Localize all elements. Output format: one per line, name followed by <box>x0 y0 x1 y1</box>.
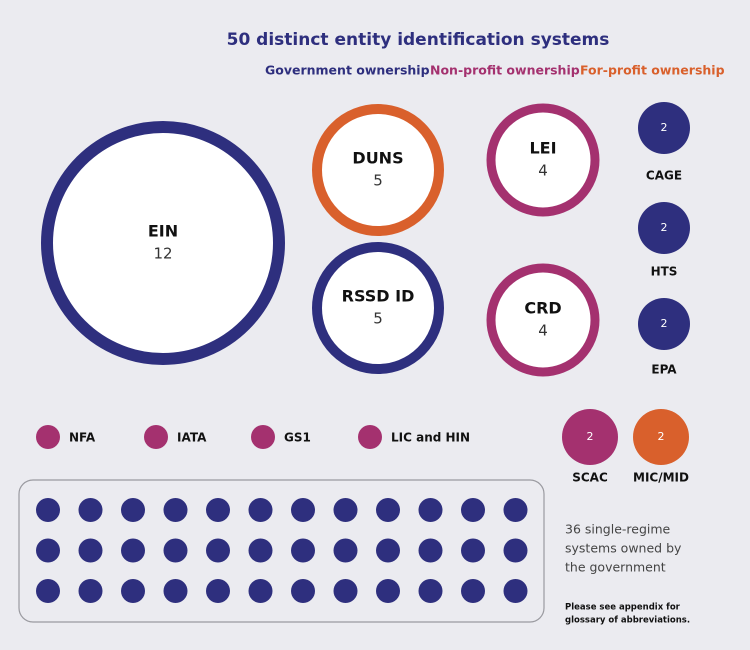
system-count: 2 <box>661 121 668 134</box>
note-line: the government <box>565 560 666 575</box>
system-count: 4 <box>538 162 548 180</box>
single-regime-dot <box>503 498 528 522</box>
system-name: MIC/MID <box>633 471 689 485</box>
single-regime-box <box>18 479 545 623</box>
ring <box>486 263 600 377</box>
single-regime-dot <box>78 498 103 522</box>
system-name: EPA <box>651 363 677 377</box>
ring <box>312 242 444 374</box>
single-regime-dot <box>503 538 528 563</box>
system-name: EIN <box>148 222 178 241</box>
legend-label: For-profit ownership <box>580 63 725 78</box>
system-count: 2 <box>661 317 668 330</box>
filled-circle <box>638 298 690 350</box>
single-regime-dot <box>503 579 528 603</box>
single-regime-dot <box>36 579 60 603</box>
small-dot <box>144 425 168 449</box>
legend-label: Non-profit ownership <box>430 63 580 78</box>
system-count: 5 <box>373 310 383 328</box>
filled-circle <box>638 202 690 254</box>
system-count: 4 <box>538 322 548 340</box>
small-dot <box>36 425 60 449</box>
single-regime-dot <box>418 538 443 563</box>
single-regime-dot <box>461 498 485 522</box>
single-regime-dot <box>248 538 273 563</box>
system-count: 2 <box>661 221 668 234</box>
appendix-line: Please see appendix for <box>565 603 681 613</box>
system-count: 2 <box>658 430 665 443</box>
legend-label: Government ownership <box>265 63 430 78</box>
system-count: 2 <box>587 430 594 443</box>
system-name: IATA <box>177 431 207 445</box>
appendix-line: glossary of abbreviations. <box>565 616 690 626</box>
single-regime-dot <box>163 498 188 522</box>
ring <box>312 104 444 236</box>
single-regime-dot <box>163 579 188 603</box>
ring <box>486 103 600 217</box>
single-regime-dot <box>248 579 273 603</box>
ring <box>41 121 285 365</box>
single-regime-dot <box>376 538 400 563</box>
single-regime-dot <box>121 538 145 563</box>
single-regime-dot <box>78 538 103 563</box>
filled-circle <box>633 409 689 465</box>
single-regime-dot <box>206 538 230 563</box>
single-regime-dot <box>291 498 315 522</box>
single-regime-dot <box>121 579 145 603</box>
small-dot <box>358 425 382 449</box>
system-name: NFA <box>69 431 96 445</box>
title: 50 distinct entity identification system… <box>227 30 610 50</box>
system-name: SCAC <box>572 471 608 485</box>
system-name: LIC and HIN <box>391 431 470 445</box>
single-regime-dot <box>376 498 400 522</box>
note-line: 36 single-regime <box>565 522 671 537</box>
single-regime-dot <box>418 579 443 603</box>
filled-circle <box>562 409 618 465</box>
single-regime-dot <box>376 579 400 603</box>
single-regime-dot <box>291 579 315 603</box>
single-regime-dot <box>333 538 358 563</box>
note-line: systems owned by <box>565 541 682 556</box>
single-regime-dot <box>461 579 485 603</box>
single-regime-dot <box>248 498 273 522</box>
system-name: HTS <box>651 265 678 279</box>
system-name: CRD <box>524 299 561 318</box>
single-regime-dot <box>291 538 315 563</box>
single-regime-dot <box>36 538 60 563</box>
single-regime-dot <box>418 498 443 522</box>
single-regime-dot <box>206 579 230 603</box>
single-regime-dot <box>333 498 358 522</box>
system-name: CAGE <box>646 169 682 183</box>
system-name: LEI <box>529 139 556 158</box>
single-regime-dot <box>206 498 230 522</box>
single-regime-dot <box>121 498 145 522</box>
filled-circle <box>638 102 690 154</box>
single-regime-dot <box>36 498 60 522</box>
system-name: RSSD ID <box>342 287 415 306</box>
small-dot <box>251 425 275 449</box>
single-regime-dot <box>333 579 358 603</box>
single-regime-dot <box>163 538 188 563</box>
system-count: 12 <box>153 245 172 263</box>
system-name: DUNS <box>352 149 403 168</box>
single-regime-dot <box>461 538 485 563</box>
single-regime-dot <box>78 579 103 603</box>
system-name: GS1 <box>284 431 311 445</box>
system-count: 5 <box>373 172 383 190</box>
